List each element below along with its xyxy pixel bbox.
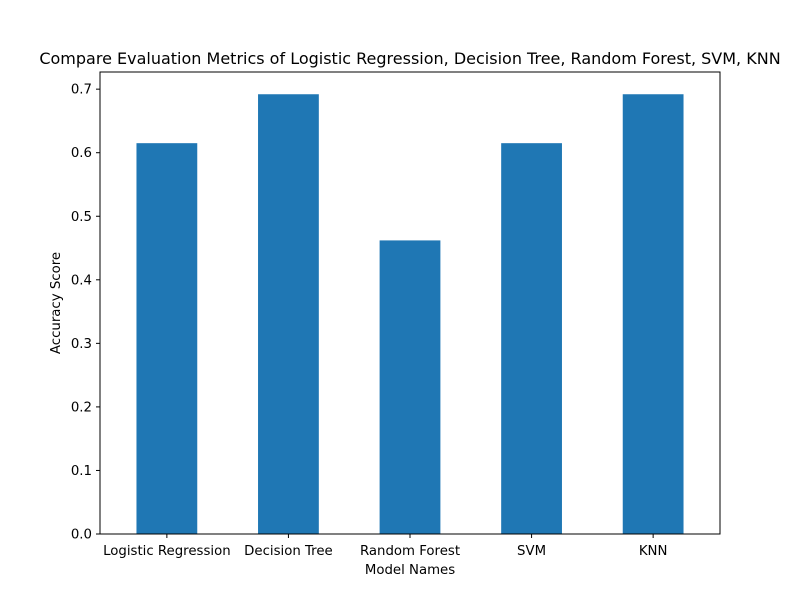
bar-random-forest: [379, 240, 441, 534]
x-axis: Logistic Regression Decision Tree Random F…: [103, 534, 667, 559]
y-axis: 0.0 0.1 0.2 0.3 0.4 0.5 0.6 0.7: [71, 83, 100, 543]
bar-decision-tree: [258, 94, 319, 534]
y-tick-label: 0.3: [71, 337, 92, 352]
bars-group: [136, 94, 684, 535]
x-axis-title: Model Names: [365, 563, 455, 578]
y-tick-label: 0.4: [71, 273, 92, 288]
y-tick-label: 0.2: [71, 400, 92, 415]
plot-frame: [99, 71, 721, 535]
x-tick-label: Decision Tree: [244, 544, 333, 559]
y-tick-label: 0.7: [71, 83, 92, 98]
y-axis-title: Accuracy Score: [49, 252, 64, 354]
bar-logistic-regression: [136, 143, 198, 535]
y-tick-label: 0.6: [71, 146, 92, 161]
y-tick-label: 0.1: [71, 464, 92, 479]
bar-svm: [501, 143, 562, 535]
x-tick-label: SVM: [517, 544, 546, 559]
bar-knn: [622, 94, 684, 534]
y-tick-label: 0.5: [71, 210, 92, 225]
x-tick-label: KNN: [639, 544, 668, 559]
y-tick-label: 0.0: [71, 528, 92, 543]
x-tick-label: Logistic Regression: [103, 544, 231, 559]
x-tick-label: Random Forest: [360, 544, 460, 559]
chart-title: Compare Evaluation Metrics of Logistic R…: [39, 49, 780, 68]
